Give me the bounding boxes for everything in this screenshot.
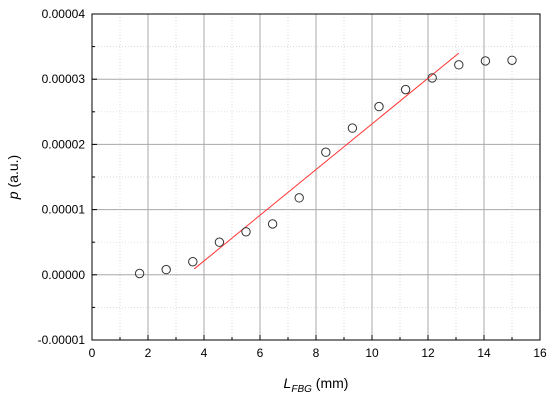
data-point: [321, 147, 331, 157]
grid-lines: [92, 14, 540, 340]
data-point: [161, 264, 171, 275]
data-point: [347, 123, 358, 133]
data-point: [427, 73, 437, 83]
x-tick-label: 8: [313, 346, 320, 360]
x-tick-label: 10: [365, 346, 379, 360]
y-tick-label: 0.00000: [42, 268, 86, 282]
data-point: [241, 227, 251, 237]
x-axis-label-subscript: FBG: [291, 384, 312, 395]
y-tick-label: 0.00001: [42, 203, 86, 217]
data-points: [134, 55, 517, 279]
x-tick-label: 6: [257, 346, 264, 360]
y-axis-label: p (a.u.): [5, 155, 21, 200]
data-point: [507, 55, 517, 65]
x-tick-label: 14: [477, 346, 491, 360]
y-tick-label: 0.00004: [42, 7, 86, 21]
y-axis-label-unit: (a.u.): [5, 155, 21, 192]
data-point: [134, 268, 145, 279]
linear-fit-line: [193, 52, 460, 270]
data-point: [214, 237, 225, 247]
x-axis-label: LFBG (mm): [284, 375, 349, 395]
y-tick-label: 0.00002: [42, 137, 86, 151]
y-tick-label: -0.00001: [38, 333, 86, 347]
axis-ticks: 0 2 4 6 8 10 12 14 16 -0.00001 0.00000 0.00001 0.000…: [38, 7, 547, 360]
data-point: [294, 193, 304, 203]
x-tick-label: 16: [533, 346, 547, 360]
data-point: [454, 60, 464, 70]
data-point: [188, 257, 198, 267]
x-axis-label-main: L: [284, 375, 292, 391]
data-point: [400, 84, 411, 95]
data-point: [374, 101, 384, 112]
y-tick-label: 0.00003: [42, 72, 86, 86]
x-tick-label: 2: [145, 346, 152, 360]
data-point: [267, 219, 278, 229]
fit-line-group: [193, 52, 460, 270]
x-tick-label: 0: [89, 346, 96, 360]
data-point: [480, 56, 491, 66]
x-tick-label: 12: [421, 346, 435, 360]
y-axis-label-main: p: [5, 191, 21, 200]
x-axis-label-unit: (mm): [312, 375, 349, 391]
x-tick-label: 4: [201, 346, 208, 360]
